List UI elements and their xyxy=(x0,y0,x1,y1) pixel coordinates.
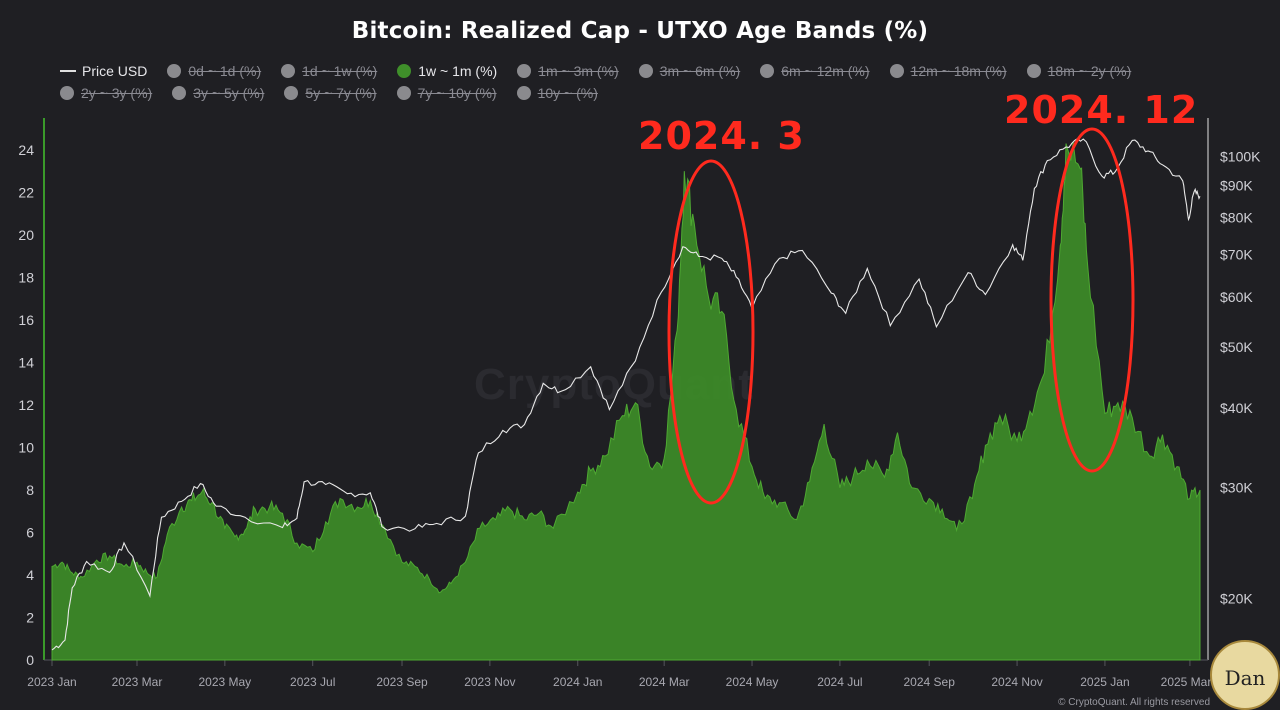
y-right-tick-label: $90K xyxy=(1220,177,1253,193)
y-left-tick-label: 16 xyxy=(18,312,34,328)
legend-item[interactable]: Price USD xyxy=(60,63,147,79)
legend-item[interactable]: 18m ~ 2y (%) xyxy=(1026,63,1132,79)
y-left-tick-label: 22 xyxy=(18,184,34,200)
y-left-tick-label: 18 xyxy=(18,269,34,285)
x-tick-label: 2025 Jan xyxy=(1080,675,1129,689)
legend-item-label: 3y ~ 5y (%) xyxy=(193,85,265,101)
price-usd-line xyxy=(51,137,1201,651)
y-right-tick-label: $40K xyxy=(1220,400,1253,416)
y-left-tick-label: 6 xyxy=(26,524,34,540)
x-tick-label: 2023 Nov xyxy=(464,675,515,689)
legend-item[interactable]: 7y ~ 10y (%) xyxy=(396,85,497,101)
x-tick-label: 2023 Mar xyxy=(112,675,163,689)
legend-item[interactable]: 6m ~ 12m (%) xyxy=(760,63,870,79)
legend-item[interactable]: 1w ~ 1m (%) xyxy=(397,63,497,79)
circle-swatch-icon xyxy=(760,64,775,78)
y-left-tick-label: 14 xyxy=(18,354,34,370)
legend-item-label: 1d ~ 1w (%) xyxy=(302,63,378,79)
y-axis-right: $20K $30K $40K $50K $60K $70K $80K $90K $100K xyxy=(1220,148,1261,606)
y-right-tick-label: $70K xyxy=(1220,246,1253,262)
y-left-tick-label: 10 xyxy=(18,439,34,455)
legend-row: Price USD 0d ~ 1d (%) 1d ~ 1w (%) 1w ~ 1m (… xyxy=(60,60,1260,82)
y-left-tick-label: 2 xyxy=(26,609,34,625)
x-tick-label: 2023 Jul xyxy=(290,675,335,689)
legend-item-label: 12m ~ 18m (%) xyxy=(910,63,1007,79)
circle-swatch-icon xyxy=(284,86,299,100)
x-tick-label: 2024 Sep xyxy=(904,675,956,689)
legend-item-label: 10y ~ (%) xyxy=(537,85,598,101)
y-left-tick-label: 0 xyxy=(26,652,34,668)
circle-swatch-icon xyxy=(167,64,182,78)
legend-row: 2y ~ 3y (%) 3y ~ 5y (%) 5y ~ 7y (%) 7y ~ 10… xyxy=(60,82,1260,104)
legend-item[interactable]: 5y ~ 7y (%) xyxy=(284,85,377,101)
y-right-tick-label: $100K xyxy=(1220,148,1261,164)
legend-item-label: 6m ~ 12m (%) xyxy=(781,63,870,79)
y-left-tick-label: 20 xyxy=(18,227,34,243)
y-left-tick-label: 4 xyxy=(26,567,34,583)
x-tick-label: 2024 Jul xyxy=(817,675,862,689)
legend-item-label: 1m ~ 3m (%) xyxy=(538,63,619,79)
legend-item[interactable]: 12m ~ 18m (%) xyxy=(889,63,1007,79)
legend-item-label: 18m ~ 2y (%) xyxy=(1047,63,1132,79)
circle-swatch-icon xyxy=(60,86,74,100)
circle-swatch-icon xyxy=(638,64,653,78)
legend-item-label: Price USD xyxy=(82,63,148,79)
y-right-tick-label: $20K xyxy=(1220,591,1253,607)
y-left-tick-label: 12 xyxy=(18,397,34,413)
y-right-tick-label: $60K xyxy=(1220,289,1253,305)
circle-swatch-icon xyxy=(1026,64,1041,78)
x-tick-label: 2024 Mar xyxy=(639,675,690,689)
legend-item[interactable]: 3y ~ 5y (%) xyxy=(172,85,264,101)
annotation-ellipse-2024-3 xyxy=(667,159,755,505)
legend-item-label: 0d ~ 1d (%) xyxy=(188,63,262,79)
x-tick-label: 2024 Jan xyxy=(553,675,602,689)
chart-title: Bitcoin: Realized Cap - UTXO Age Bands (… xyxy=(351,18,929,44)
annotation-ellipse-2024-12 xyxy=(1049,127,1135,473)
x-tick-label: 2025 Mar xyxy=(1161,675,1212,689)
area-series-1w-1m xyxy=(51,141,1201,661)
circle-swatch-icon xyxy=(516,86,531,100)
y-right-tick-label: $80K xyxy=(1220,210,1253,226)
legend-item-label: 2y ~ 3y (%) xyxy=(81,85,153,101)
legend-item-label: 1w ~ 1m (%) xyxy=(418,63,498,79)
circle-swatch-icon xyxy=(517,64,532,78)
line-swatch-icon xyxy=(60,70,76,72)
circle-swatch-icon xyxy=(889,64,904,78)
y-left-tick-label: 8 xyxy=(26,482,34,498)
circle-swatch-icon xyxy=(172,86,187,100)
legend-item[interactable]: 2y ~ 3y (%) xyxy=(60,85,152,101)
dan-logo-badge: Dan xyxy=(1210,640,1280,710)
legend-item-label: 3m ~ 6m (%) xyxy=(659,63,741,79)
x-tick-label: 2023 Jan xyxy=(27,675,76,689)
badge-text: Dan xyxy=(1224,666,1266,690)
legend-item-label: 7y ~ 10y (%) xyxy=(417,85,497,101)
legend-item[interactable]: 10y ~ (%) xyxy=(516,85,598,101)
y-left-tick-label: 24 xyxy=(18,142,34,158)
legend-item[interactable]: 3m ~ 6m (%) xyxy=(638,63,741,79)
y-right-tick-label: $30K xyxy=(1220,479,1253,495)
x-tick-label: 2023 Sep xyxy=(376,675,428,689)
copyright-text: © CryptoQuant. All rights reserved xyxy=(1058,697,1210,708)
annotation-label-2024-3: 2024. 3 xyxy=(638,114,805,158)
legend-item[interactable]: 0d ~ 1d (%) xyxy=(167,63,261,79)
y-right-tick-label: $50K xyxy=(1220,339,1253,355)
x-tick-label: 2024 May xyxy=(726,675,779,689)
circle-swatch-icon xyxy=(396,86,411,100)
x-tick-label: 2023 May xyxy=(198,675,251,689)
legend-item-label: 5y ~ 7y (%) xyxy=(305,85,377,101)
chart-legend: Price USD 0d ~ 1d (%) 1d ~ 1w (%) 1w ~ 1m (… xyxy=(60,60,1260,104)
x-tick-label: 2024 Nov xyxy=(991,675,1042,689)
annotation-label-2024-12: 2024. 12 xyxy=(1004,88,1199,132)
legend-item[interactable]: 1m ~ 3m (%) xyxy=(517,63,619,79)
legend-item[interactable]: 1d ~ 1w (%) xyxy=(281,63,377,79)
circle-swatch-icon xyxy=(281,64,296,78)
x-axis: 2023 Jan 2023 Mar 2023 May 2023 Jul 2023 Sep… xyxy=(27,660,1211,689)
circle-swatch-icon xyxy=(397,64,412,78)
